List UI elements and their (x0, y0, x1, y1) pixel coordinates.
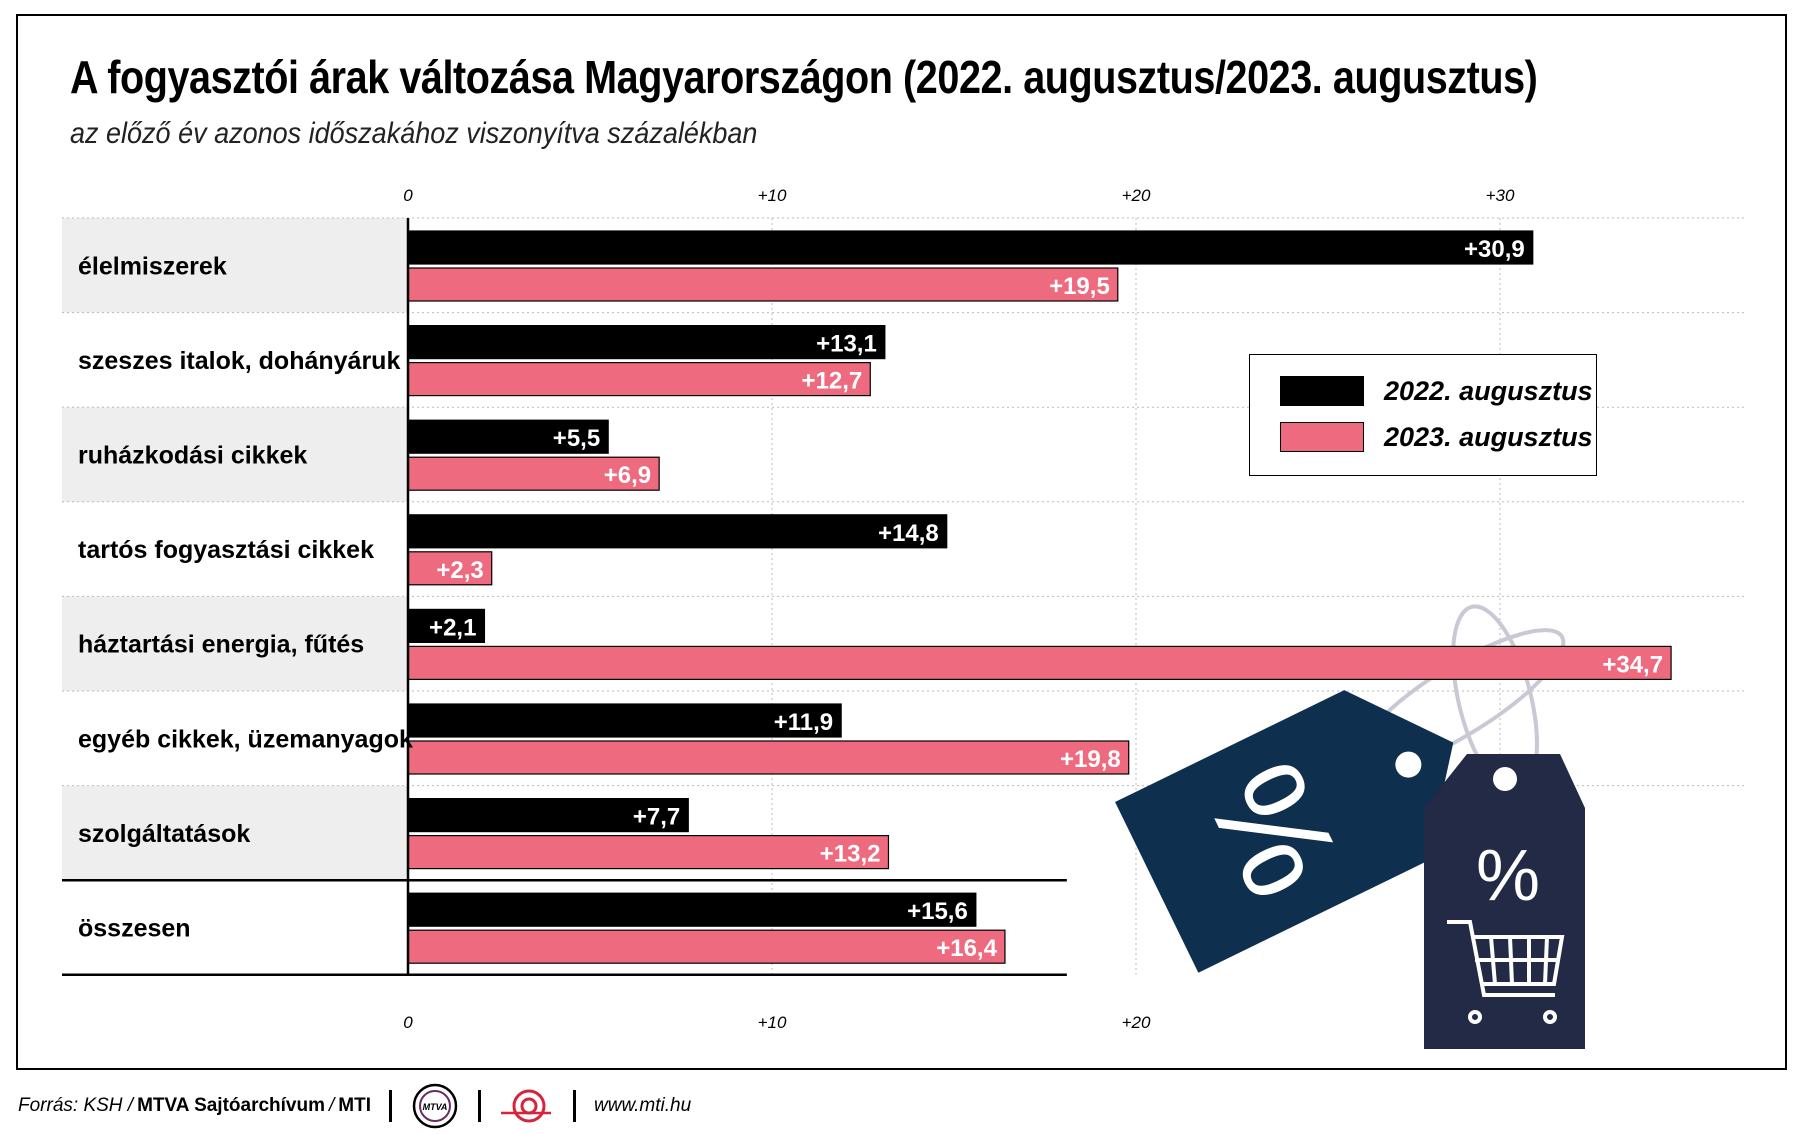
source-archive: MTVA Sajtóarchívum (137, 1095, 325, 1116)
category-labels: élelmiszerek szeszes italok, dohányáruk ru… (78, 252, 413, 942)
legend: 2022. augusztus 2023. augusztus (1249, 354, 1597, 476)
cart-tag-icon: % (1424, 754, 1585, 1049)
bar-2022 (407, 325, 886, 360)
data-label: +13,2 (820, 841, 881, 868)
tick-labels: 0 +10 +20 +30 0 +10 +20 (403, 186, 1515, 1032)
data-label: +13,1 (816, 331, 877, 358)
tick-label-bottom: 0 (403, 1013, 413, 1032)
legend-swatch-2023 (1280, 422, 1364, 452)
mtva-logo-icon: MTVA (412, 1083, 458, 1129)
percent-tag-icon: % (1115, 690, 1454, 973)
row-band (62, 218, 408, 313)
bar-2023 (407, 740, 1130, 775)
category-label: szeszes italok, dohányáruk (78, 347, 400, 375)
bar-2022 (407, 230, 1534, 265)
footer-divider (478, 1090, 481, 1122)
row-band (62, 407, 408, 502)
footer-divider (389, 1090, 392, 1122)
tick-label-top: +30 (1486, 186, 1515, 205)
footer-divider (573, 1090, 576, 1122)
row-bands (62, 218, 408, 881)
data-label: +19,8 (1060, 746, 1121, 773)
tick-label-bottom: +20 (1122, 1013, 1151, 1032)
legend-swatch-2022 (1280, 376, 1364, 406)
data-label: +7,7 (633, 804, 680, 831)
data-label: +15,6 (907, 898, 968, 925)
category-label: élelmiszerek (78, 252, 227, 280)
footer-url: www.mti.hu (594, 1095, 692, 1116)
row-band (62, 785, 408, 881)
source-mti: MTI (338, 1095, 371, 1116)
tick-label-top: +10 (758, 186, 787, 205)
category-label: tartós fogyasztási cikkek (78, 536, 374, 564)
legend-label-2022: 2022. augusztus (1384, 375, 1593, 406)
data-label: +5,5 (553, 425, 600, 452)
source-prefix: Forrás: KSH / (18, 1095, 134, 1116)
category-label: ruházkodási cikkek (78, 442, 307, 470)
category-label: egyéb cikkek, üzemanyagok (78, 725, 413, 753)
bar-2022 (407, 892, 977, 927)
chart-title: A fogyasztói árak változása Magyarország… (70, 51, 1538, 103)
chart-subtitle: az előző év azonos időszakához viszonyít… (70, 117, 758, 150)
data-label: +19,5 (1049, 273, 1110, 300)
price-tag-illustration: % % (1115, 604, 1585, 1049)
category-label: háztartási energia, fűtés (78, 631, 364, 659)
shopping-cart-icon (1447, 920, 1565, 1024)
bar-2022 (407, 419, 609, 454)
category-label: szolgáltatások (78, 820, 250, 848)
bar-2022 (407, 797, 689, 833)
data-label: +30,9 (1464, 236, 1525, 263)
bar-2022 (407, 703, 842, 738)
bar-2023 (407, 645, 1672, 681)
legend-item-2023: 2023. augusztus (1280, 421, 1593, 453)
data-label: +34,7 (1602, 651, 1663, 678)
source-separator: / (329, 1095, 335, 1116)
tick-label-top: +20 (1122, 186, 1151, 205)
category-label: összesen (78, 915, 191, 943)
data-label: +16,4 (936, 935, 997, 962)
tick-label-bottom: +10 (758, 1013, 787, 1032)
bar-2023 (407, 362, 871, 397)
bar-2023 (407, 267, 1119, 302)
row-band (62, 596, 408, 691)
axes (62, 218, 1067, 977)
data-label: +12,7 (802, 368, 863, 395)
chart-frame (16, 14, 1787, 1070)
data-label: +11,9 (774, 709, 833, 736)
bar-2023 (407, 929, 1006, 964)
bar-2023 (407, 456, 660, 491)
data-label: +14,8 (878, 520, 939, 547)
svg-text:%: % (1476, 836, 1540, 916)
legend-item-2022: 2022. augusztus (1280, 375, 1593, 407)
bar-2022 (407, 514, 948, 549)
legend-label-2023: 2023. augusztus (1384, 421, 1593, 452)
data-label: +2,1 (429, 614, 476, 641)
footer: Forrás: KSH / MTVA Sajtóarchívum / MTI M… (18, 1083, 692, 1129)
data-label: +2,3 (436, 557, 483, 584)
mti-logo-icon (501, 1089, 551, 1123)
data-label: +6,9 (604, 462, 651, 489)
mtva-logo-text: MTVA (423, 1102, 448, 1112)
tick-label-top: 0 (403, 186, 413, 205)
bar-2023 (407, 834, 890, 870)
